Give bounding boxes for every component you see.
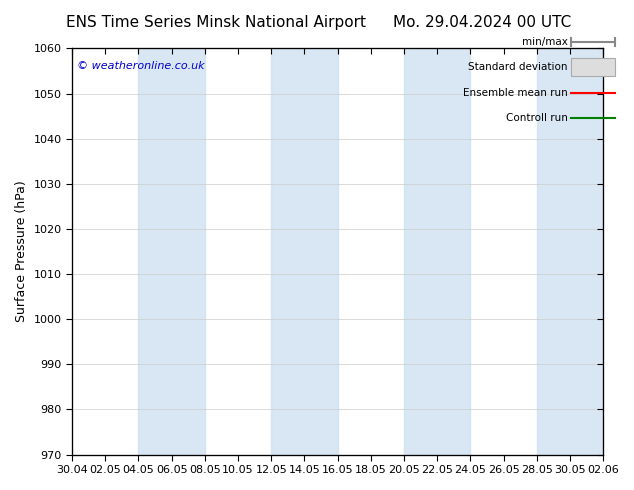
- Text: min/max: min/max: [522, 37, 567, 47]
- Text: © weatheronline.co.uk: © weatheronline.co.uk: [77, 61, 205, 71]
- Text: ENS Time Series Minsk National Airport: ENS Time Series Minsk National Airport: [65, 15, 366, 30]
- Text: Ensemble mean run: Ensemble mean run: [463, 88, 567, 98]
- Text: Controll run: Controll run: [505, 113, 567, 123]
- Bar: [537, 49, 603, 455]
- Bar: [404, 49, 470, 455]
- Y-axis label: Surface Pressure (hPa): Surface Pressure (hPa): [15, 181, 28, 322]
- Text: Mo. 29.04.2024 00 UTC: Mo. 29.04.2024 00 UTC: [392, 15, 571, 30]
- Bar: [271, 49, 338, 455]
- Bar: [138, 49, 205, 455]
- Text: Standard deviation: Standard deviation: [468, 62, 567, 72]
